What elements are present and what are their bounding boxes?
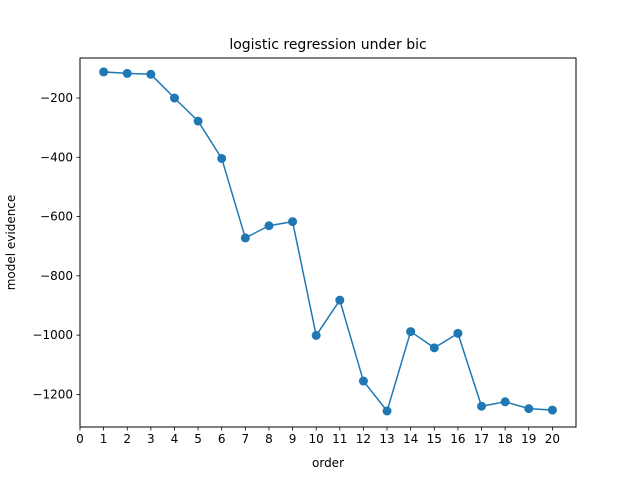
y-tick-label-400: −400 (40, 150, 73, 164)
x-tick-label-3: 3 (147, 432, 155, 446)
data-point-7 (240, 233, 250, 243)
x-axis-label: order (312, 456, 344, 470)
plot-area (99, 67, 557, 416)
x-tick-label-6: 6 (218, 432, 226, 446)
data-point-13 (382, 406, 392, 416)
x-tick-label-15: 15 (427, 432, 442, 446)
x-tick-label-4: 4 (171, 432, 179, 446)
data-point-12 (358, 376, 368, 386)
x-tick-label-7: 7 (242, 432, 250, 446)
data-point-11 (335, 295, 345, 305)
data-point-9 (288, 217, 298, 227)
x-tick-label-2: 2 (123, 432, 131, 446)
x-tick-label-12: 12 (356, 432, 371, 446)
series-line (102, 71, 554, 412)
data-point-19 (524, 404, 534, 414)
data-point-17 (477, 401, 487, 411)
data-point-5 (193, 116, 203, 126)
data-point-6 (217, 153, 227, 163)
x-tick-label-10: 10 (309, 432, 324, 446)
x-tick-label-19: 19 (521, 432, 536, 446)
y-tick-label-200: −200 (40, 91, 73, 105)
chart-title: logistic regression under bic (229, 37, 426, 53)
x-tick-label-5: 5 (194, 432, 202, 446)
data-point-8 (264, 221, 274, 231)
y-tick-label-1000: −1000 (32, 328, 73, 342)
x-tick-label-16: 16 (450, 432, 465, 446)
data-point-2 (122, 68, 132, 78)
x-tick-label-17: 17 (474, 432, 489, 446)
y-tick-label-1200: −1200 (32, 387, 73, 401)
x-tick-label-8: 8 (265, 432, 273, 446)
data-point-20 (547, 405, 557, 415)
data-point-14 (406, 327, 416, 337)
x-tick-label-0: 0 (76, 432, 84, 446)
data-point-18 (500, 397, 510, 407)
x-tick-label-18: 18 (498, 432, 513, 446)
y-tick-label-600: −600 (40, 210, 73, 224)
x-tick-label-14: 14 (403, 432, 418, 446)
data-point-1 (99, 67, 109, 77)
x-tick-label-13: 13 (379, 432, 394, 446)
data-point-4 (169, 93, 179, 103)
data-point-3 (146, 69, 156, 79)
data-point-10 (311, 330, 321, 340)
y-axis-ticks: −200 −400 −600 −800 −1000 −1200 (32, 91, 80, 401)
y-axis-label: model evidence (4, 195, 18, 291)
axes-frame (79, 57, 577, 428)
data-point-16 (453, 328, 463, 338)
x-tick-label-1: 1 (100, 432, 108, 446)
y-tick-label-800: −800 (40, 269, 73, 283)
x-tick-label-9: 9 (289, 432, 297, 446)
x-tick-label-20: 20 (545, 432, 560, 446)
x-tick-label-11: 11 (332, 432, 347, 446)
data-point-15 (429, 343, 439, 353)
x-axis-ticks: 0 1 2 3 4 5 6 7 8 9 10 11 12 13 14 15 16 17 18 19 20 (76, 427, 560, 446)
